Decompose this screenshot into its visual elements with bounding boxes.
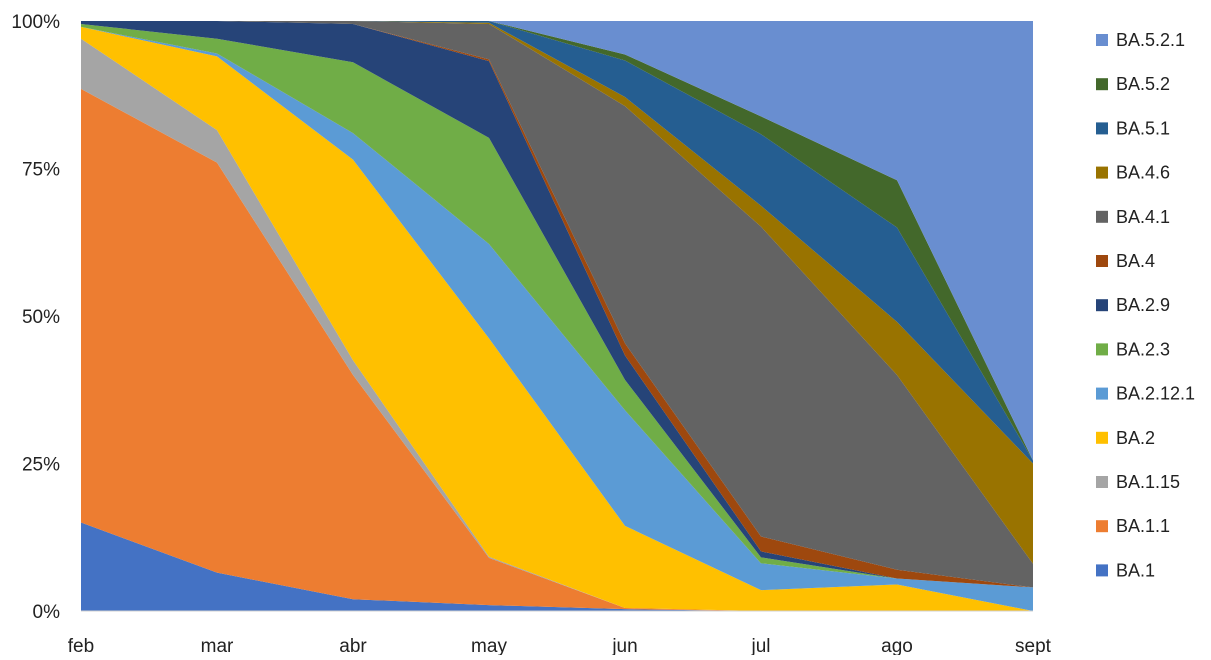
area-series-ba-4-6 — [81, 21, 1033, 564]
area-series-ba-2-3 — [81, 23, 1033, 588]
legend-item-ba-4-1: BA.4.1 — [1096, 207, 1170, 227]
legend-swatch — [1096, 564, 1108, 577]
x-tick-label: abr — [339, 636, 367, 655]
legend-item-ba-4-6: BA.4.6 — [1096, 163, 1170, 183]
x-tick-label: jul — [750, 636, 770, 655]
plot-area — [81, 21, 1033, 612]
legend-swatch — [1096, 343, 1108, 356]
legend-label: BA.4.1 — [1116, 207, 1170, 227]
x-tick-label: sept — [1015, 636, 1052, 655]
legend-label: BA.1 — [1116, 560, 1155, 580]
legend-item-ba-5-2-1: BA.5.2.1 — [1096, 30, 1185, 50]
legend-item-ba-1-1: BA.1.1 — [1096, 516, 1170, 536]
legend-swatch — [1096, 299, 1108, 312]
x-axis-tick-labels: feb mar abr may jun jul ago sept — [68, 636, 1052, 657]
legend-label: BA.1.1 — [1116, 516, 1170, 536]
legend-label: BA.2.12.1 — [1116, 384, 1195, 404]
legend-swatch — [1096, 476, 1108, 488]
legend-label: BA.5.2 — [1116, 74, 1170, 94]
legend-item-ba-2-9: BA.2.9 — [1096, 295, 1170, 315]
y-tick-label: 0% — [33, 602, 61, 623]
area-series-ba-2 — [81, 26, 1033, 611]
legend-item-ba-2-12-1: BA.2.12.1 — [1096, 384, 1195, 404]
legend-swatch — [1096, 122, 1108, 135]
legend: BA.5.2.1 BA.5.2 BA.5.1 BA.4.6 BA.4.1 BA.4 BA.2… — [1096, 30, 1195, 580]
legend-item-ba-2-3: BA.2.3 — [1096, 339, 1170, 359]
legend-swatch — [1096, 34, 1108, 46]
legend-swatch — [1096, 78, 1108, 91]
y-tick-label: 50% — [22, 307, 60, 328]
x-tick-label: mar — [201, 636, 234, 655]
x-tick-label: feb — [68, 636, 94, 655]
legend-item-ba-5-2: BA.5.2 — [1096, 74, 1170, 94]
area-series-ba-1 — [81, 522, 1033, 611]
legend-label: BA.1.15 — [1116, 472, 1180, 492]
area-series-ba-4-1 — [81, 21, 1033, 588]
legend-label: BA.5.1 — [1116, 118, 1170, 138]
x-tick-label: ago — [881, 636, 913, 655]
legend-label: BA.2 — [1116, 428, 1155, 448]
legend-swatch — [1096, 520, 1108, 533]
legend-swatch — [1096, 210, 1108, 223]
y-tick-label: 25% — [22, 455, 60, 476]
legend-swatch — [1096, 387, 1108, 400]
x-tick-label: may — [471, 636, 507, 655]
legend-label: BA.2.3 — [1116, 339, 1170, 359]
legend-item-ba-4: BA.4 — [1096, 251, 1155, 271]
legend-label: BA.4.6 — [1116, 163, 1170, 183]
legend-label: BA.4 — [1116, 251, 1155, 271]
legend-item-ba-5-1: BA.5.1 — [1096, 118, 1170, 138]
legend-label: BA.5.2.1 — [1116, 30, 1185, 50]
y-axis-tick-labels: 0% 25% 50% 75% 100% — [11, 12, 60, 623]
legend-item-ba-1-15: BA.1.15 — [1096, 472, 1180, 492]
area-series-ba-5-1 — [81, 21, 1033, 464]
legend-swatch — [1096, 166, 1108, 179]
legend-swatch — [1096, 255, 1108, 267]
legend-label: BA.2.9 — [1116, 295, 1170, 315]
y-tick-label: 100% — [11, 12, 60, 33]
legend-item-ba-2: BA.2 — [1096, 428, 1155, 448]
area-series-ba-5-2-1 — [81, 21, 1033, 461]
legend-item-ba-1: BA.1 — [1096, 560, 1155, 580]
x-tick-label: jun — [611, 636, 637, 655]
y-tick-label: 75% — [22, 160, 60, 181]
legend-swatch — [1096, 431, 1108, 444]
area-series-ba-1-1 — [81, 88, 1033, 612]
